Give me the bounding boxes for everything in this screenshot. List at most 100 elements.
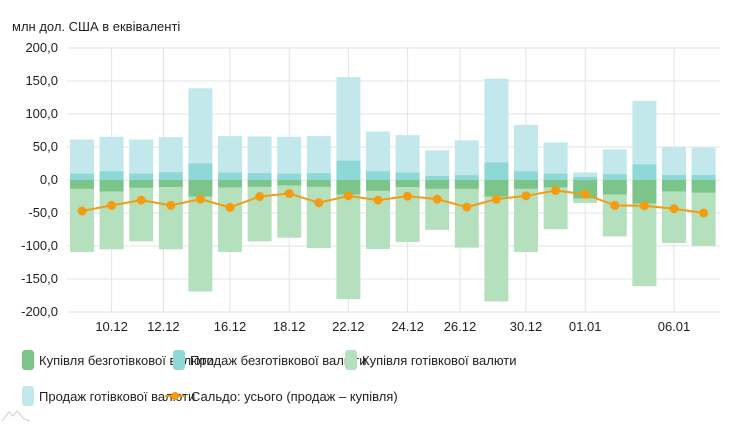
x-tick-label: 06.01 xyxy=(658,319,691,334)
x-tick-label: 12.12 xyxy=(147,319,180,334)
bar-cash-sell xyxy=(662,147,686,175)
bar-cash-buy xyxy=(218,187,242,252)
bar-noncash-sell xyxy=(188,163,213,180)
saldo-point xyxy=(77,206,87,216)
saldo-point xyxy=(403,191,413,201)
x-tick-label: 16.12 xyxy=(214,319,247,334)
legend-noncash-buy[interactable]: Купівля безготівкової валюти xyxy=(22,350,214,370)
y-tick-label: 150,0 xyxy=(25,73,58,88)
bar-cash-sell xyxy=(602,149,627,175)
bar-noncash-sell xyxy=(602,174,627,180)
bar-noncash-sell xyxy=(306,173,331,180)
legend-cash-sell[interactable]: Продаж готівкової валюти xyxy=(22,386,195,406)
bar-cash-sell xyxy=(454,140,479,176)
bar-noncash-buy xyxy=(454,180,479,189)
saldo-point xyxy=(699,208,709,218)
bar-noncash-sell xyxy=(454,175,479,180)
x-tick-label: 26.12 xyxy=(444,319,477,334)
bar-noncash-sell xyxy=(247,173,272,180)
legend-label: Купівля готівкової валюти xyxy=(362,352,517,368)
bar-noncash-buy xyxy=(662,180,686,192)
bar-noncash-sell xyxy=(484,162,509,180)
bar-noncash-sell xyxy=(425,175,450,180)
legend-label: Продаж готівкової валюти xyxy=(39,388,196,404)
saldo-point xyxy=(107,200,117,210)
bar-noncash-buy xyxy=(514,180,538,189)
bar-cash-buy xyxy=(454,188,479,248)
bar-noncash-buy xyxy=(691,180,716,193)
x-tick-label: 24.12 xyxy=(391,319,424,334)
saldo-point xyxy=(166,200,176,210)
saldo-point xyxy=(225,202,235,212)
legend-line-icon xyxy=(165,386,185,406)
bar-cash-sell xyxy=(336,77,361,161)
legend-label: Купівля безготівкової валюти xyxy=(39,352,214,368)
bar-noncash-buy xyxy=(543,180,568,188)
bar-cash-buy xyxy=(306,186,331,248)
logo-mountain-icon xyxy=(2,410,31,422)
legend-cash-buy[interactable]: Купівля готівкової валюти xyxy=(345,350,517,370)
bar-noncash-buy xyxy=(366,180,390,191)
bar-noncash-sell xyxy=(366,171,390,180)
bar-noncash-sell xyxy=(70,173,94,180)
bar-noncash-sell xyxy=(99,171,124,180)
saldo-point xyxy=(639,201,649,211)
bar-cash-buy xyxy=(188,196,213,292)
saldo-point xyxy=(343,191,353,201)
bar-noncash-sell xyxy=(662,174,686,180)
legend-swatch xyxy=(22,350,34,370)
saldo-point xyxy=(462,202,472,212)
x-tick-label: 10.12 xyxy=(95,319,128,334)
bar-noncash-sell xyxy=(691,174,716,180)
saldo-point xyxy=(136,195,146,205)
bar-cash-sell xyxy=(573,172,598,177)
bar-cash-buy xyxy=(691,192,716,246)
bar-cash-sell xyxy=(158,137,183,173)
saldo-point xyxy=(491,194,501,204)
bar-cash-sell xyxy=(632,100,657,165)
legend-saldo[interactable]: Сальдо: усього (продаж – купівля) xyxy=(165,386,398,406)
bar-cash-sell xyxy=(70,139,94,174)
saldo-point xyxy=(521,191,531,201)
saldo-point xyxy=(255,192,265,201)
bar-noncash-sell xyxy=(277,173,302,180)
y-tick-label: 100,0 xyxy=(25,106,58,121)
legend-noncash-sell[interactable]: Продаж безготівкової валюти xyxy=(173,350,367,370)
legend-swatch xyxy=(173,350,185,370)
y-tick-label: -200,0 xyxy=(21,304,58,319)
bar-cash-sell xyxy=(691,147,716,175)
bar-noncash-buy xyxy=(247,180,272,187)
bar-noncash-buy xyxy=(188,180,213,197)
bar-noncash-buy xyxy=(158,180,183,188)
bar-noncash-buy xyxy=(602,180,627,195)
y-tick-label: -50,0 xyxy=(28,205,58,220)
x-tick-label: 22.12 xyxy=(332,319,365,334)
y-tick-label: -150,0 xyxy=(21,271,58,286)
saldo-point xyxy=(551,186,561,196)
y-tick-label: 0,0 xyxy=(40,172,58,187)
bar-cash-sell xyxy=(484,78,509,163)
bar-cash-sell xyxy=(514,124,538,172)
bar-cash-buy xyxy=(632,203,657,287)
bar-noncash-buy xyxy=(336,180,361,195)
bar-noncash-sell xyxy=(395,172,420,180)
chart-plot: 200,0 150,0 100,0 50,0 0,0 -50,0 -100,0 -150,0 -… xyxy=(21,40,720,334)
bar-cash-buy xyxy=(70,188,94,252)
legend-label: Продаж безготівкової валюти xyxy=(190,352,367,368)
bar-cash-buy xyxy=(484,196,509,302)
bar-noncash-sell xyxy=(632,164,657,180)
bar-cash-sell xyxy=(188,88,213,164)
bar-noncash-sell xyxy=(129,173,154,180)
bar-noncash-sell xyxy=(514,171,538,180)
y-tick-label: 50,0 xyxy=(33,139,58,154)
saldo-point xyxy=(314,198,324,208)
legend-swatch xyxy=(22,386,34,406)
saldo-point xyxy=(669,204,679,214)
y-axis-unit-label: млн дол. США в еквіваленті xyxy=(12,19,181,34)
bar-cash-sell xyxy=(543,142,568,174)
x-tick-label: 18.12 xyxy=(273,319,306,334)
bar-noncash-sell xyxy=(336,160,361,180)
bar-cash-sell xyxy=(99,136,124,172)
saldo-point xyxy=(284,189,294,199)
x-tick-label: 01.01 xyxy=(569,319,602,334)
